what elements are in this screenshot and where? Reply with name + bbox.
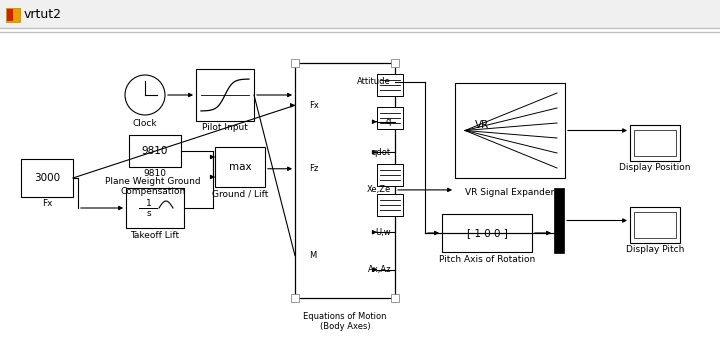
Circle shape [125,75,165,115]
Bar [377,194,403,216]
Text: Takeoff Lift: Takeoff Lift [130,231,179,240]
Bar [634,212,676,238]
Text: vrtut2: vrtut2 [24,8,62,21]
Bar [129,135,181,167]
Bar [291,59,299,67]
Bar [6,8,20,22]
Text: Fz: Fz [309,164,318,173]
Bar [7,9,13,21]
Bar [196,69,254,121]
Text: Pitch Axis of Rotation: Pitch Axis of Rotation [439,254,535,264]
Bar [377,164,403,186]
Bar [634,130,676,156]
Text: VR Signal Expander: VR Signal Expander [465,188,554,197]
Text: Ax,Az: Ax,Az [367,265,391,274]
Bar [291,294,299,302]
Bar [377,107,403,129]
Text: 9810: 9810 [142,146,168,156]
Text: M: M [309,251,316,260]
Text: Equations of Motion
(Body Axes): Equations of Motion (Body Axes) [303,312,387,331]
Text: qdot: qdot [372,148,391,157]
Text: Attitude: Attitude [357,77,391,86]
Text: max: max [229,162,251,172]
Bar [442,214,532,252]
Text: 1: 1 [146,199,152,208]
Text: Display Position: Display Position [619,163,690,172]
Text: 9810: 9810 [143,170,166,179]
Text: Display Pitch: Display Pitch [626,245,684,254]
Text: s: s [147,209,151,219]
Bar [391,59,399,67]
Bar [126,188,184,228]
Text: [ 1 0 0 ]: [ 1 0 0 ] [467,228,508,238]
Bar [377,74,403,96]
Bar [391,294,399,302]
Text: Pilot Input: Pilot Input [202,123,248,132]
Bar [295,63,395,298]
Text: Ground / Lift: Ground / Lift [212,189,268,199]
Bar [554,188,564,253]
Text: VR: VR [475,121,490,131]
Bar [455,83,565,178]
Text: 3000: 3000 [34,173,60,183]
Text: Clock: Clock [132,118,157,127]
Bar [215,147,265,187]
Bar [21,159,73,197]
Bar [630,125,680,161]
Text: Xe,Ze: Xe,Ze [366,185,391,195]
Bar [630,207,680,243]
Text: U,w: U,w [375,228,391,237]
Text: q: q [386,117,391,126]
Bar [0,0,720,28]
Text: Fx: Fx [309,101,319,110]
Text: Plane Weight Ground
Compensation: Plane Weight Ground Compensation [105,177,201,196]
Text: Fx: Fx [42,200,53,208]
